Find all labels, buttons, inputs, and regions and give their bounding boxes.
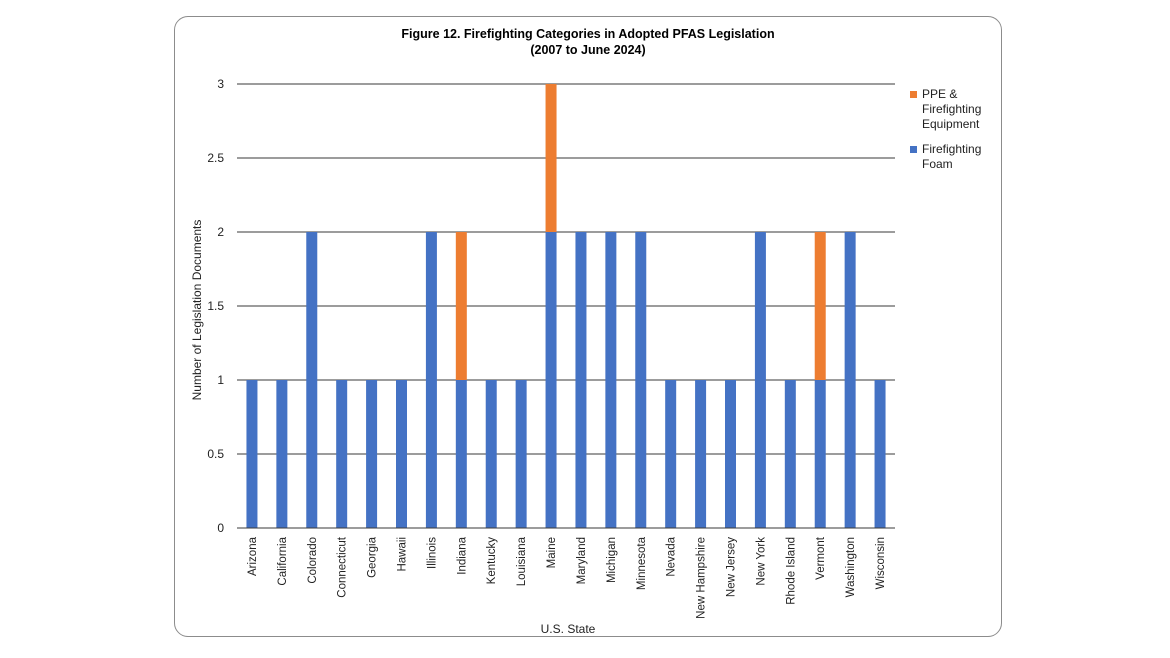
bar-foam-new-york	[754, 232, 766, 528]
x-tick-label: California	[277, 536, 289, 585]
bar-foam-vermont	[814, 380, 826, 528]
x-tick-label: Kentucky	[486, 537, 498, 585]
x-tick-label: Michigan	[606, 537, 618, 583]
bar-foam-michigan	[605, 232, 617, 528]
x-tick-label: Hawaii	[397, 537, 409, 572]
x-tick-label: Indiana	[456, 536, 468, 574]
bar-foam-indiana	[455, 380, 467, 528]
bar-foam-arizona	[246, 380, 258, 528]
y-tick-label: 1.5	[207, 299, 224, 313]
bar-foam-nevada	[665, 380, 677, 528]
legend-item: PPE & Firefighting Equipment	[910, 87, 1000, 132]
chart-legend: PPE & Firefighting Equipment Firefighting…	[910, 87, 1000, 182]
x-tick-label: Georgia	[367, 536, 379, 578]
y-axis-label: Number of Legislation Documents	[190, 220, 204, 401]
bar-foam-california	[276, 380, 288, 528]
legend-swatch	[910, 146, 917, 153]
x-tick-label: New Jersey	[726, 537, 738, 597]
x-tick-label: Arizona	[247, 536, 259, 576]
bar-foam-georgia	[366, 380, 378, 528]
bar-ppe-indiana	[455, 232, 467, 380]
y-tick-label: 2	[217, 225, 224, 239]
x-tick-label: New York	[755, 537, 767, 586]
x-tick-label: Vermont	[815, 536, 827, 580]
bar-foam-kentucky	[485, 380, 497, 528]
y-tick-label: 1	[217, 373, 224, 387]
bar-foam-minnesota	[635, 232, 647, 528]
bar-ppe-vermont	[814, 232, 826, 380]
y-tick-label: 0.5	[207, 447, 224, 461]
x-tick-label: Colorado	[307, 537, 319, 584]
x-tick-label: New Hampshire	[696, 537, 708, 619]
bar-ppe-maine	[545, 84, 557, 232]
legend-label: PPE & Firefighting Equipment	[922, 87, 982, 131]
x-tick-label: Washington	[845, 537, 857, 597]
legend-item: Firefighting Foam	[910, 142, 1000, 172]
bar-foam-maine	[545, 232, 557, 528]
x-tick-label: Connecticut	[337, 536, 349, 598]
bar-foam-hawaii	[396, 380, 407, 528]
legend-swatch	[910, 91, 917, 98]
y-tick-label: 3	[217, 77, 224, 91]
bar-foam-connecticut	[336, 380, 348, 528]
x-tick-label: Louisiana	[516, 536, 528, 586]
x-tick-label: Minnesota	[636, 536, 648, 590]
chart-subtitle: (2007 to June 2024)	[530, 43, 646, 57]
x-tick-label: Illinois	[426, 537, 438, 569]
bar-foam-maryland	[575, 232, 587, 528]
bar-foam-wisconsin	[874, 380, 886, 528]
bar-foam-illinois	[425, 232, 437, 528]
bar-foam-colorado	[306, 232, 318, 528]
x-tick-label: Rhode Island	[785, 537, 797, 605]
bar-foam-new-jersey	[725, 380, 736, 528]
bar-foam-rhode-island	[784, 380, 796, 528]
bar-foam-louisiana	[515, 380, 527, 528]
bar-foam-washington	[844, 232, 856, 528]
bar-foam-new-hampshire	[695, 380, 707, 528]
legend-label: Firefighting Foam	[922, 142, 982, 171]
x-axis-label: U.S. State	[541, 622, 596, 636]
y-tick-label: 2.5	[207, 151, 224, 165]
x-tick-label: Maine	[546, 537, 558, 568]
x-tick-label: Nevada	[666, 536, 678, 576]
chart-title: Figure 12. Firefighting Categories in Ad…	[401, 27, 775, 41]
x-tick-label: Maryland	[576, 537, 588, 584]
y-tick-label: 0	[217, 521, 224, 535]
chart-title-block: Figure 12. Firefighting Categories in Ad…	[174, 26, 1002, 58]
x-tick-label: Wisconsin	[875, 537, 887, 589]
